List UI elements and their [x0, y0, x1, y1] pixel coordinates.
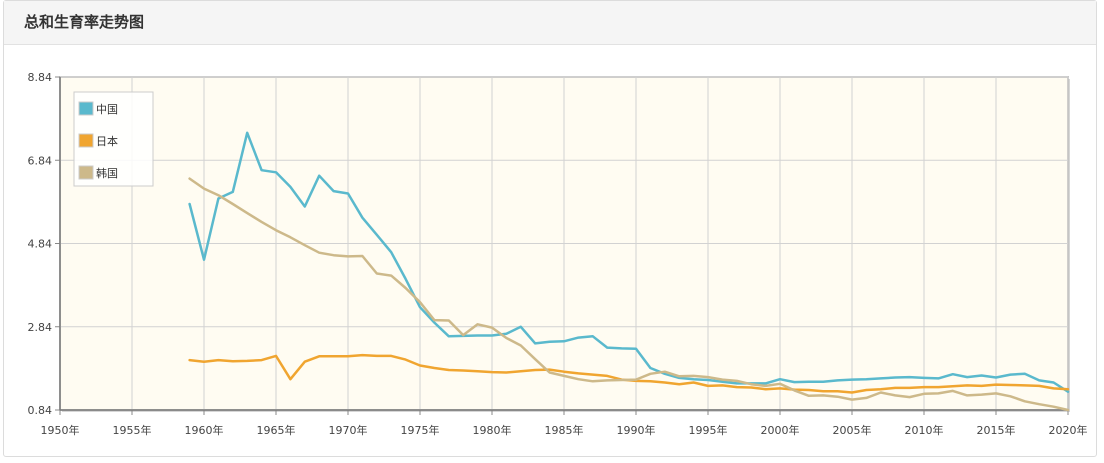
x-tick-label: 2000年: [761, 423, 800, 437]
legend-label[interactable]: 中国: [96, 103, 118, 116]
legend-label[interactable]: 韩国: [96, 166, 118, 180]
series-line-3: [188, 177, 1070, 412]
x-tick-label: 1950年: [41, 423, 80, 437]
x-tick-label: 2005年: [833, 423, 872, 437]
legend-swatch[interactable]: [78, 101, 94, 116]
x-tick-label: 1980年: [473, 423, 512, 437]
panel-header: 总和生育率走势图: [4, 1, 1096, 45]
y-tick-label: 8.84: [28, 71, 53, 84]
legend-label[interactable]: 日本: [96, 134, 118, 148]
y-tick-label: 4.84: [28, 238, 53, 251]
x-tick-label: 2010年: [905, 423, 944, 437]
x-tick-label: 2020年: [1049, 423, 1088, 437]
x-tick-label: 1985年: [545, 423, 584, 437]
legend-swatch[interactable]: [78, 165, 94, 180]
x-tick-label: 1990年: [617, 423, 656, 437]
x-tick-label: 1955年: [113, 423, 152, 437]
panel-title: 总和生育率走势图: [24, 13, 145, 31]
x-tick-label: 1965年: [257, 423, 296, 437]
y-tick-label: 0.84: [28, 404, 53, 417]
x-tick-label: 1960年: [185, 423, 224, 437]
y-tick-label: 6.84: [28, 154, 53, 167]
y-tick-label: 2.84: [28, 321, 53, 334]
x-tick-label: 1975年: [401, 423, 440, 437]
legend-swatch[interactable]: [78, 133, 94, 148]
x-tick-label: 1995年: [689, 423, 728, 437]
series-line-1: [188, 131, 1070, 393]
x-tick-label: 1970年: [329, 423, 368, 437]
x-tick-label: 2015年: [977, 423, 1016, 437]
